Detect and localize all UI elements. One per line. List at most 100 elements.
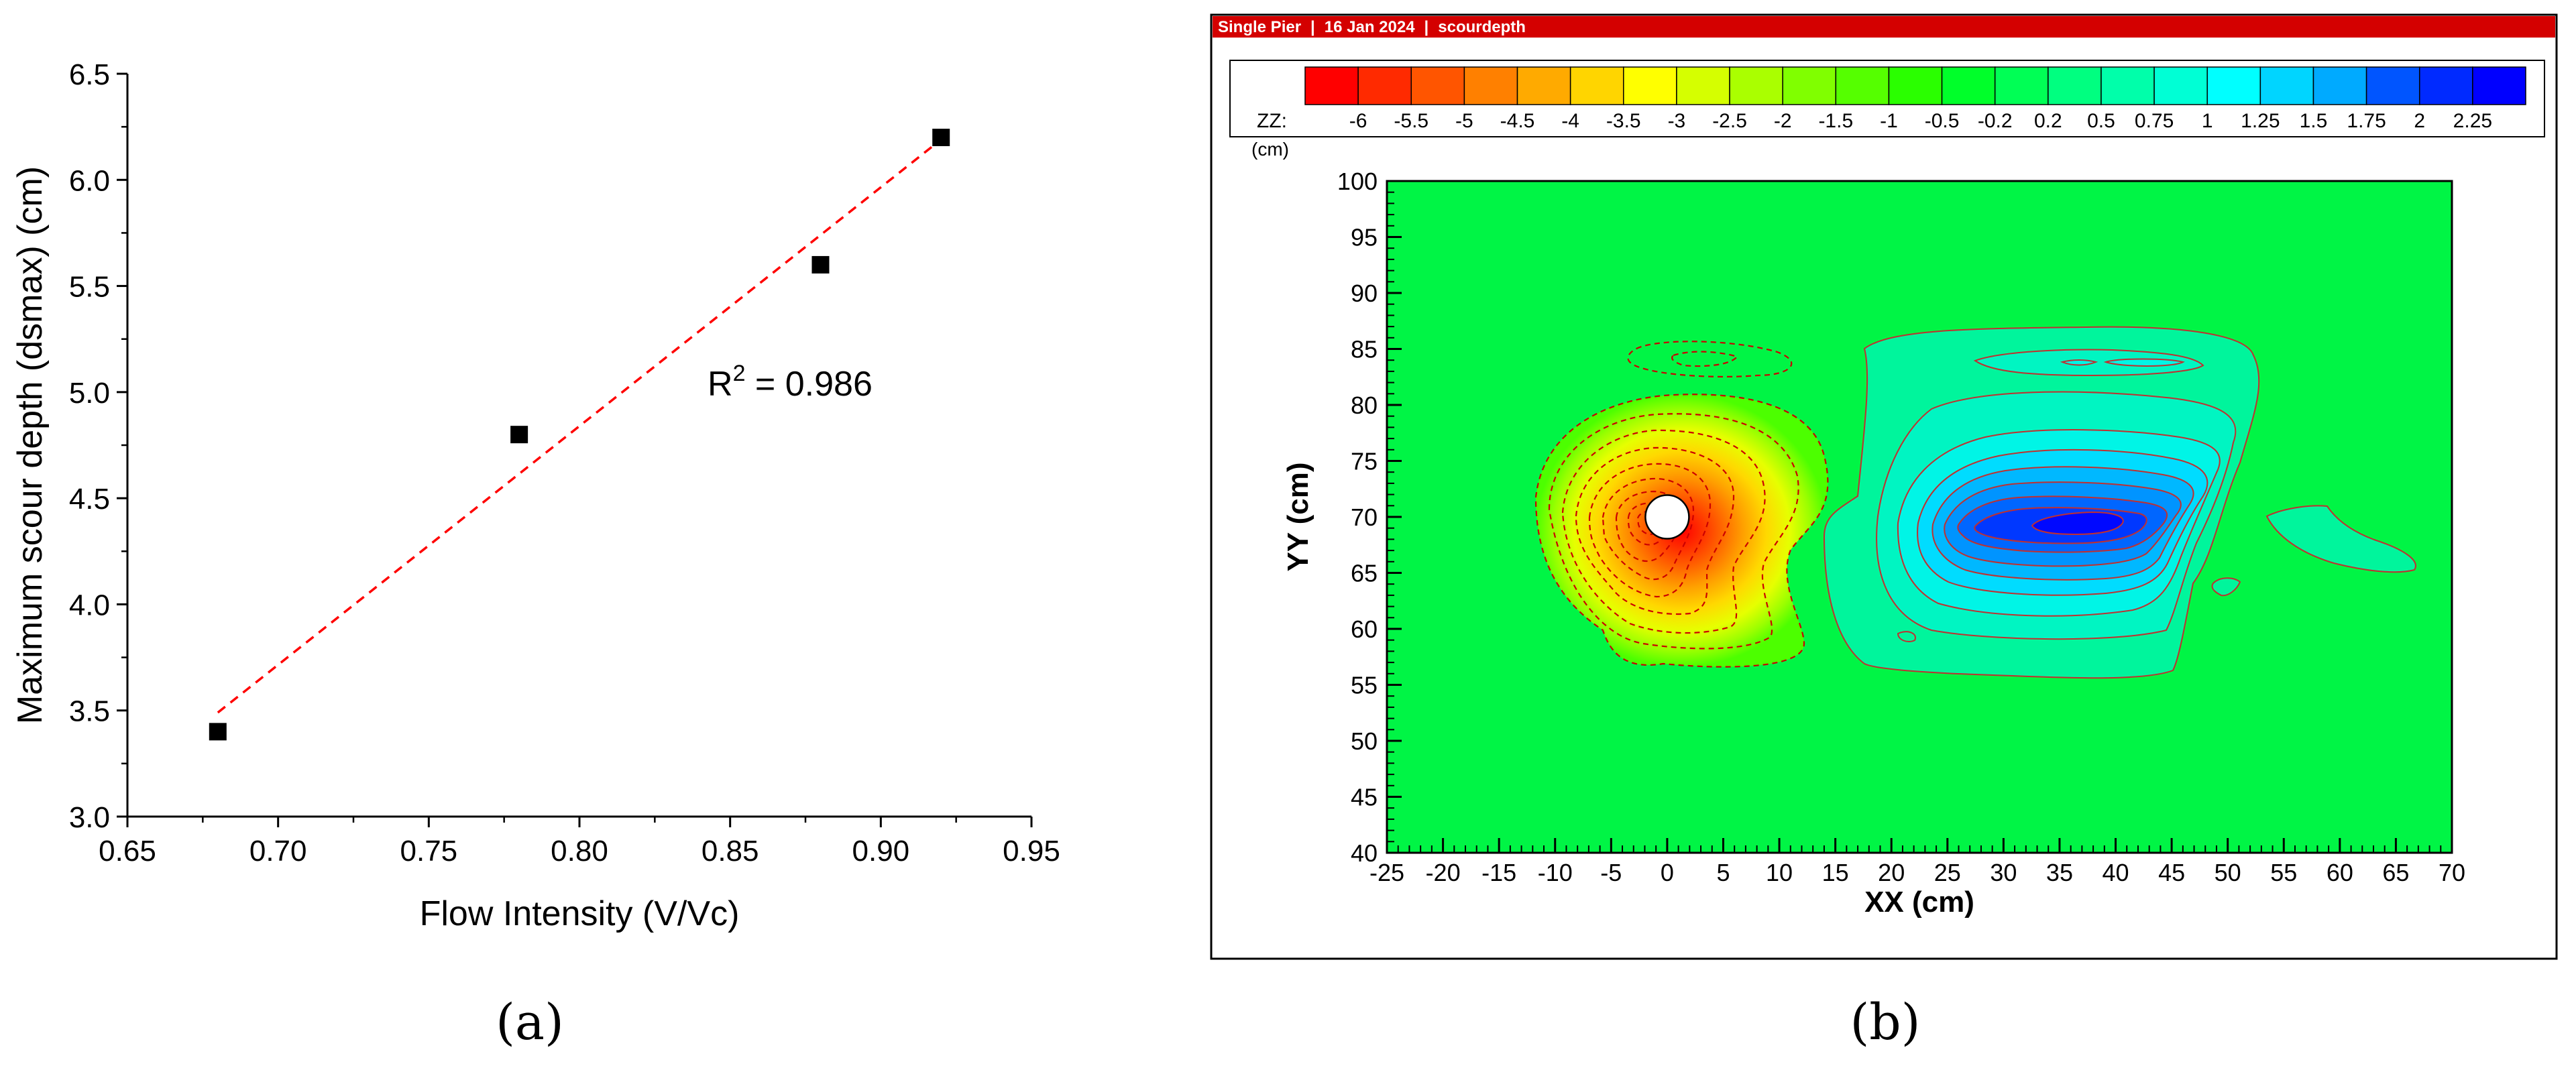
panel-a-data-points <box>209 128 950 741</box>
panel-b-legend-label: 0.75 <box>2135 110 2174 132</box>
panel-b-y-tick-label: 75 <box>1351 448 1378 475</box>
panel-b-legend-label: -5.5 <box>1394 110 1429 132</box>
panel-b-x-tick-label: 60 <box>2327 859 2353 886</box>
panel-b-legend-label: -3.5 <box>1606 110 1641 132</box>
panel-b-y-tick-label: 50 <box>1351 727 1378 755</box>
panel-b-legend-label: -4 <box>1561 110 1579 132</box>
panel-b-legend-swatch <box>1623 66 1677 105</box>
panel-b-x-tick-label: 30 <box>1990 859 2017 886</box>
panel-b-legend-swatch <box>1835 66 1890 105</box>
panel-a-y-tick-label: 4.0 <box>69 589 110 621</box>
panel-b-legend-label: -1.5 <box>1818 110 1853 132</box>
panel-a-r2-annotation: R2 = 0.986 <box>708 361 873 404</box>
panel-b-legend-swatch <box>1463 66 1518 105</box>
panel-b-legend-swatch <box>1569 66 1624 105</box>
panel-b-title-bar-text: Single Pier | 16 Jan 2024 | scourdepth <box>1218 18 1526 36</box>
panel-b-y-tick-label: 80 <box>1351 392 1378 419</box>
panel-b-x-tick-label: 70 <box>2439 859 2465 886</box>
panel-b-scour-contours <box>1534 341 1829 668</box>
panel-a-data-point <box>932 128 950 146</box>
panel-a-x-axis: 0.65 0.70 0.75 0.80 0.85 0.90 0.95 <box>99 817 1060 868</box>
panel-b-legend-swatch <box>2418 66 2473 105</box>
panel-a-x-axis-label: Flow Intensity (V/Vc) <box>420 894 740 933</box>
panel-b-legend-swatch <box>2312 66 2367 105</box>
panel-b-y-tick-label: 95 <box>1351 224 1378 251</box>
panel-b-legend-swatch <box>2153 66 2208 105</box>
panel-b-legend-swatch <box>1410 66 1465 105</box>
panel-b-legend-label: 2.25 <box>2453 110 2492 132</box>
panel-b-legend-label: -0.2 <box>1978 110 2013 132</box>
panel-a-y-tick-label: 6.0 <box>69 164 110 197</box>
panel-a-label: (a) <box>496 994 564 1051</box>
panel-a-x-tick-label: 0.85 <box>702 835 759 868</box>
panel-b-x-tick-label: -5 <box>1600 859 1622 886</box>
panel-b-legend-swatch <box>2365 66 2420 105</box>
panel-b-legend-label: -4.5 <box>1500 110 1535 132</box>
panel-b-x-tick-label: 15 <box>1822 859 1849 886</box>
panel-b-x-tick-label: 65 <box>2382 859 2409 886</box>
panel-b-y-axis: 40 45 50 55 60 65 70 75 80 85 90 95 100 <box>1337 168 1402 867</box>
panel-b-legend-swatch <box>1304 66 1359 105</box>
panel-b-pier <box>1644 494 1690 540</box>
panel-b-legend-swatches <box>1304 66 2526 105</box>
panel-b-legend-label: -5 <box>1455 110 1473 132</box>
panel-b-legend-swatch <box>1676 66 1730 105</box>
panel-b-legend-swatch <box>2206 66 2261 105</box>
panel-a-y-tick-label: 4.5 <box>69 483 110 516</box>
panel-b-legend-label: -3 <box>1668 110 1686 132</box>
panel-a-y-tick-label: 3.0 <box>69 801 110 834</box>
panel-b-x-tick-label: -25 <box>1369 859 1404 886</box>
panel-a-x-tick-label: 0.65 <box>99 835 156 868</box>
panel-b-y-tick-label: 45 <box>1351 784 1378 811</box>
panel-a-y-tick-label: 6.5 <box>69 58 110 91</box>
panel-a-y-tick-label: 5.5 <box>69 271 110 304</box>
panel-b-x-tick-label: 10 <box>1766 859 1793 886</box>
panel-a-x-tick-label: 0.95 <box>1003 835 1060 868</box>
panel-b-legend-label: -0.5 <box>1925 110 1960 132</box>
panel-b-title-bar <box>1213 16 2555 38</box>
panel-b-legend-swatch <box>1888 66 1943 105</box>
panel-a-data-point <box>510 426 528 444</box>
panel-b-legend-label: -6 <box>1349 110 1367 132</box>
panel-b-y-tick-label: 60 <box>1351 615 1378 643</box>
panel-b-legend-label: 1.25 <box>2241 110 2280 132</box>
panel-b-legend-label: -1 <box>1880 110 1898 132</box>
panel-a-x-tick-label: 0.70 <box>249 835 307 868</box>
panel-b-x-tick-label: 5 <box>1716 859 1730 886</box>
panel-b-legend-label: 1.75 <box>2347 110 2386 132</box>
panel-b-legend-label: 0.2 <box>2034 110 2062 132</box>
panel-b-y-tick-label: 70 <box>1351 503 1378 531</box>
panel-b-legend-swatch <box>2472 66 2526 105</box>
panel-a-x-tick-label: 0.90 <box>852 835 910 868</box>
panel-a-data-point <box>209 723 227 741</box>
panel-b-legend-label: 1 <box>2202 110 2213 132</box>
panel-b-contour-map: Single Pier | 16 Jan 2024 | scourdepth -6 -5.… <box>1210 13 2558 1051</box>
panel-b-x-tick-label: 45 <box>2158 859 2185 886</box>
panel-b-legend-swatch <box>1782 66 1837 105</box>
panel-b-legend-label: -2 <box>1774 110 1792 132</box>
panel-b-legend-swatch <box>1729 66 1783 105</box>
panel-b-x-tick-label: -10 <box>1538 859 1573 886</box>
panel-b-y-tick-label: 85 <box>1351 336 1378 363</box>
panel-a-scatter-chart: 3.0 3.5 4.0 4.5 5.0 5.5 6.0 6.5 0.65 0.70 0.75 0.8… <box>11 58 1060 1051</box>
panel-a-data-point <box>811 255 830 274</box>
panel-b-y-axis-label: YY (cm) <box>1282 462 1314 571</box>
panel-b-legend-label: 1.5 <box>2300 110 2328 132</box>
panel-a-y-tick-label: 3.5 <box>69 695 110 728</box>
panel-b-legend-swatch <box>1941 66 1996 105</box>
panel-b-y-tick-label: 40 <box>1351 839 1378 867</box>
panel-b-x-tick-label: 0 <box>1661 859 1674 886</box>
panel-b-x-tick-label: 50 <box>2215 859 2241 886</box>
panel-b-x-tick-label: 25 <box>1934 859 1961 886</box>
panel-a-y-axis: 3.0 3.5 4.0 4.5 5.0 5.5 6.0 6.5 <box>69 58 127 834</box>
panel-b-legend-swatch <box>1516 66 1571 105</box>
panel-b-legend-label: 0.5 <box>2087 110 2115 132</box>
panel-b-x-axis-label: XX (cm) <box>1864 886 1974 918</box>
panel-b-legend-swatch <box>2101 66 2155 105</box>
panel-b-x-tick-label: -15 <box>1481 859 1516 886</box>
panel-a-y-axis-label: Maximum scour depth (dsmax) (cm) <box>11 166 50 724</box>
panel-b-y-tick-label: 65 <box>1351 560 1378 587</box>
panel-b-label: (b) <box>1850 994 1920 1051</box>
panel-b-x-tick-label: 20 <box>1878 859 1905 886</box>
